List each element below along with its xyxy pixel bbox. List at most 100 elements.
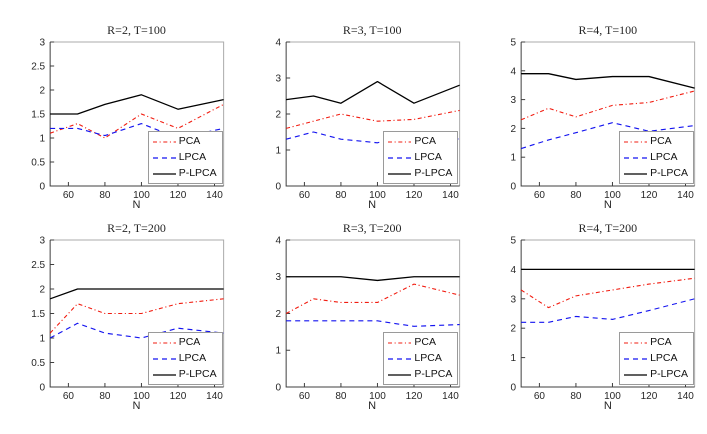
legend-label-pca: PCA — [178, 336, 201, 349]
legend-line-sample-pca — [624, 341, 648, 344]
svg-text:60: 60 — [298, 391, 310, 402]
svg-text:4: 4 — [511, 265, 517, 276]
svg-text:4: 4 — [275, 38, 281, 49]
svg-text:120: 120 — [641, 190, 658, 201]
legend-item-pca: PCA — [387, 134, 452, 149]
legend-item-plpca: P-LPCA — [152, 166, 217, 181]
legend-line-sample-pca — [624, 140, 648, 143]
legend-label-pca: PCA — [650, 135, 672, 148]
svg-text:1: 1 — [40, 334, 46, 345]
svg-text:80: 80 — [335, 391, 347, 402]
svg-text:5: 5 — [511, 236, 517, 247]
legend-line-sample-lpca — [388, 156, 412, 159]
legend-item-plpca: P-LPCA — [623, 367, 688, 382]
svg-text:120: 120 — [405, 391, 422, 402]
legend-item-plpca: P-LPCA — [387, 166, 452, 181]
subplot-r3-t200: 60 80 100 120 140 0 1 2 3 4 R=3, T=200 N PCA LPCA… — [236, 217, 472, 434]
legend-label-plpca: P-LPCA — [650, 368, 688, 381]
legend-line-sample-pca — [388, 341, 412, 344]
legend-item-lpca: LPCA — [623, 351, 688, 366]
svg-text:0.5: 0.5 — [31, 158, 45, 169]
legend-label-lpca: LPCA — [650, 352, 678, 365]
legend-label-lpca: LPCA — [178, 151, 207, 164]
svg-text:0.5: 0.5 — [31, 358, 45, 369]
svg-text:1: 1 — [40, 134, 46, 145]
legend-label-lpca: LPCA — [650, 151, 678, 164]
legend-box: PCA LPCA P-LPCA — [619, 131, 694, 184]
legend-label-pca: PCA — [414, 135, 436, 148]
legend-line-sample-plpca — [388, 373, 412, 376]
legend-box: PCA LPCA P-LPCA — [383, 332, 459, 385]
legend-line-sample-plpca — [152, 172, 176, 175]
plot-axes-r3-t200: 60 80 100 120 140 0 1 2 3 4 — [275, 236, 460, 402]
svg-text:120: 120 — [170, 391, 187, 402]
svg-text:80: 80 — [335, 190, 347, 201]
svg-text:60: 60 — [298, 190, 310, 201]
svg-text:100: 100 — [604, 190, 621, 201]
legend-line-sample-pca — [388, 140, 412, 143]
legend-line-sample-plpca — [624, 373, 648, 376]
plot-axes-r4-t200: 60 80 100 120 140 0 1 2 3 4 5 — [511, 236, 696, 402]
legend-label-pca: PCA — [178, 135, 201, 148]
legend-item-lpca: LPCA — [152, 150, 217, 165]
svg-text:140: 140 — [442, 190, 459, 201]
svg-text:3: 3 — [40, 236, 46, 247]
plot-axes-r4-t100: 60 80 100 120 140 0 1 2 3 4 5 — [511, 38, 696, 201]
svg-text:60: 60 — [534, 391, 546, 402]
svg-text:3: 3 — [40, 38, 46, 49]
legend-item-pca: PCA — [152, 335, 217, 350]
plot-title: R=4, T=200 — [578, 221, 638, 235]
svg-text:120: 120 — [170, 190, 187, 201]
svg-text:140: 140 — [206, 190, 223, 201]
svg-text:0: 0 — [40, 182, 46, 193]
svg-text:60: 60 — [534, 190, 546, 201]
legend-label-lpca: LPCA — [178, 352, 207, 365]
svg-text:0: 0 — [511, 182, 517, 193]
svg-text:3: 3 — [275, 272, 281, 283]
svg-text:140: 140 — [442, 391, 459, 402]
svg-text:0: 0 — [40, 383, 46, 394]
svg-text:4: 4 — [511, 66, 517, 77]
x-axis-label: N — [132, 199, 141, 211]
svg-text:2.5: 2.5 — [31, 260, 45, 271]
svg-text:2: 2 — [511, 324, 517, 335]
legend-box: PCA LPCA P-LPCA — [147, 131, 223, 184]
legend-label-lpca: LPCA — [414, 151, 442, 164]
x-axis-label: N — [132, 400, 141, 412]
legend-label-pca: PCA — [414, 336, 436, 349]
subplot-r4-t100: 60 80 100 120 140 0 1 2 3 4 5 R=4, T=100 N PCA LPC… — [471, 0, 707, 217]
legend-line-sample-plpca — [624, 172, 648, 175]
svg-text:100: 100 — [604, 391, 621, 402]
legend-box: PCA LPCA P-LPCA — [619, 332, 694, 385]
plot-title: R=2, T=100 — [107, 23, 166, 37]
svg-text:1: 1 — [511, 153, 517, 164]
svg-text:3: 3 — [275, 74, 281, 85]
plot-title: R=3, T=100 — [342, 23, 402, 37]
plot-axes-r2-t100: 60 80 100 120 140 0 0.5 1 1.5 2 2.5 3 — [31, 38, 225, 201]
x-axis-label: N — [368, 199, 377, 211]
svg-text:2.5: 2.5 — [31, 62, 45, 73]
svg-text:2: 2 — [511, 124, 517, 135]
legend-label-plpca: P-LPCA — [650, 167, 688, 180]
svg-text:80: 80 — [99, 190, 111, 201]
svg-text:0: 0 — [275, 182, 281, 193]
legend-item-lpca: LPCA — [623, 150, 688, 165]
svg-text:0: 0 — [275, 383, 281, 394]
legend-item-lpca: LPCA — [152, 351, 217, 366]
legend-line-sample-lpca — [624, 156, 648, 159]
x-axis-label: N — [368, 400, 377, 412]
legend-line-sample-lpca — [152, 357, 176, 360]
legend-label-plpca: P-LPCA — [414, 368, 453, 381]
legend-label-lpca: LPCA — [414, 352, 442, 365]
legend-line-sample-pca — [152, 341, 176, 344]
legend-line-sample-plpca — [388, 172, 412, 175]
legend-item-plpca: P-LPCA — [623, 166, 688, 181]
legend-item-plpca: P-LPCA — [387, 367, 452, 382]
plot-title: R=3, T=200 — [342, 221, 402, 235]
subplot-r4-t200: 60 80 100 120 140 0 1 2 3 4 5 R=4, T=200 N PCA LPC… — [471, 217, 707, 434]
legend-line-sample-lpca — [388, 357, 412, 360]
svg-text:0: 0 — [511, 383, 517, 394]
svg-text:2: 2 — [40, 86, 46, 97]
plot-axes-r3-t100: 60 80 100 120 140 0 1 2 3 4 — [275, 38, 460, 201]
